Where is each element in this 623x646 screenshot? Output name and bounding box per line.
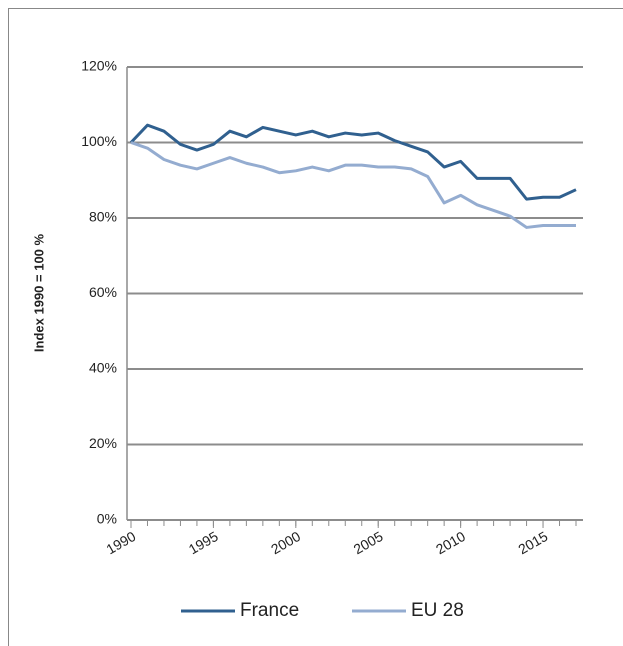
y-tick-label: 0% <box>97 511 117 527</box>
series-line <box>129 123 577 201</box>
y-tick-label: 100% <box>81 133 117 149</box>
x-tick-label: 2010 <box>433 528 468 558</box>
series-line <box>130 141 576 229</box>
y-tick-label: 80% <box>89 209 117 225</box>
legend-label: EU 28 <box>411 600 464 621</box>
x-tick-label: 1995 <box>186 528 221 558</box>
chart-frame <box>8 8 623 646</box>
x-tick-label: 2005 <box>351 528 386 558</box>
legend-label: France <box>240 600 299 621</box>
y-axis-label: Index 1990 = 100 % <box>31 233 46 352</box>
y-tick-label: 20% <box>89 435 117 451</box>
y-tick-label: 60% <box>89 284 117 300</box>
x-tick-label: 2000 <box>268 528 303 558</box>
x-tick-label: 1990 <box>103 528 138 558</box>
x-tick-label: 2015 <box>515 528 550 558</box>
y-tick-label: 40% <box>89 360 117 376</box>
y-tick-label: 120% <box>81 58 117 74</box>
